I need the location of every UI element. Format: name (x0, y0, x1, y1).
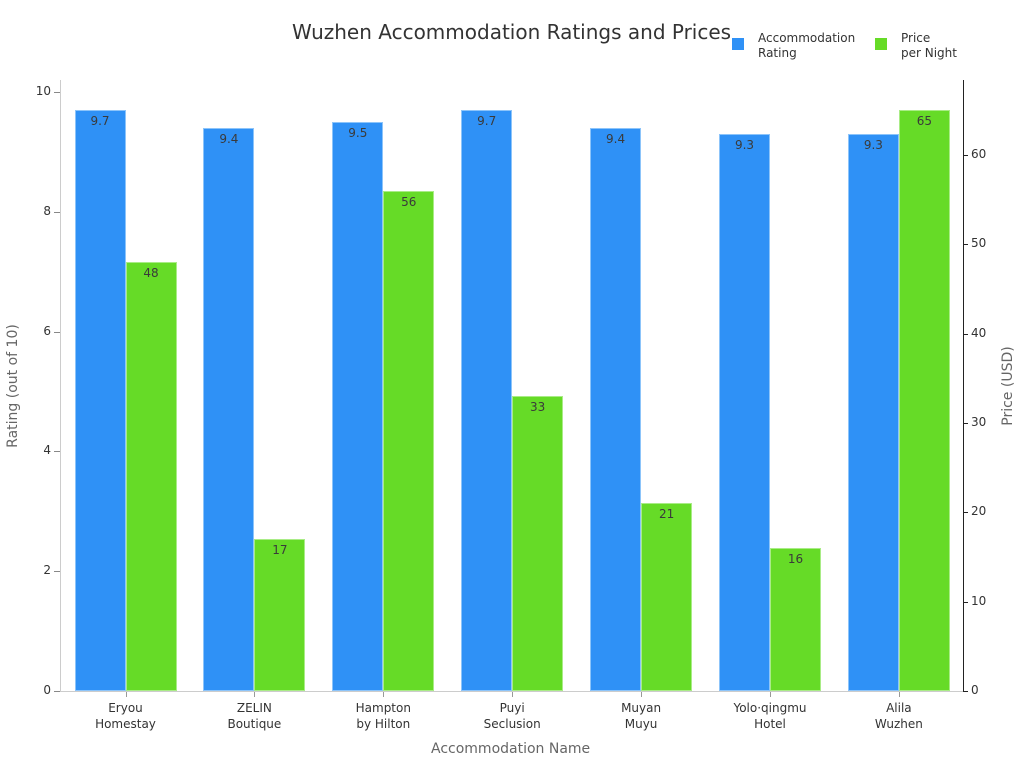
right-y-tick-label: 40 (971, 325, 987, 340)
rating-bar-value: 9.5 (348, 125, 368, 140)
x-tick (125, 692, 127, 697)
price-bar-value: 21 (658, 507, 675, 522)
left-y-axis-line (60, 80, 61, 692)
right-y-tick-label: 30 (971, 415, 987, 430)
right-y-tick (963, 333, 968, 335)
left-y-tick-label: 8 (43, 203, 51, 218)
right-y-axis-title: Price (USD) (1000, 346, 1016, 426)
rating-bar-value: 9.7 (477, 113, 497, 128)
rating-bar-value: 9.4 (219, 131, 239, 146)
rating-bar-value: 9.3 (734, 137, 755, 152)
right-y-tick-label: 10 (971, 593, 987, 608)
x-axis-line (60, 691, 964, 692)
left-y-axis-title: Rating (out of 10) (5, 324, 21, 448)
left-y-tick-label: 10 (35, 83, 51, 98)
right-y-tick-label: 50 (971, 236, 987, 251)
rating-bar-value: 9.3 (863, 137, 883, 152)
right-y-tick (963, 512, 968, 514)
left-y-tick-label: 6 (43, 323, 51, 338)
rating-bar[interactable] (719, 133, 770, 691)
left-y-tick-label: 0 (43, 683, 51, 697)
legend-label-rating: Accommodation Rating (758, 31, 856, 60)
left-y-tick-label: 4 (43, 443, 51, 458)
price-bar[interactable] (512, 396, 564, 691)
x-tick-label: Puyi Seclusion (483, 701, 541, 731)
rating-bar[interactable] (332, 121, 384, 691)
x-axis-title: Accommodation Name (431, 741, 591, 757)
rating-bar[interactable] (847, 133, 899, 691)
rating-bar[interactable] (461, 109, 513, 691)
x-tick (770, 692, 771, 697)
price-bar[interactable] (383, 190, 435, 691)
rating-bar-value: 9.4 (606, 131, 626, 146)
rating-bar[interactable] (590, 127, 642, 691)
price-bar[interactable] (898, 110, 950, 691)
right-y-tick (963, 244, 968, 246)
x-tick-label: ZELIN Boutique (227, 701, 282, 731)
left-y-tick (54, 691, 60, 692)
x-tick (641, 692, 643, 697)
x-tick-label: Alila Wuzhen (874, 701, 923, 731)
x-tick (383, 692, 385, 697)
chart-title: Wuzhen Accommodation Ratings and Prices (292, 20, 732, 44)
legend-swatch-rating (732, 38, 744, 50)
price-bar-value: 48 (143, 266, 159, 281)
rating-bar-value: 9.7 (90, 113, 110, 128)
right-y-tick-label: 20 (971, 504, 987, 519)
left-y-tick (54, 331, 60, 333)
right-y-tick (963, 691, 968, 692)
right-y-tick (963, 155, 968, 157)
legend-label-price: Price per Night (901, 31, 957, 60)
right-y-tick-label: 60 (971, 147, 987, 162)
price-bar-value: 65 (916, 114, 933, 129)
left-y-tick (54, 571, 60, 573)
right-y-tick (963, 601, 968, 603)
price-bar[interactable] (125, 262, 177, 691)
left-y-tick (54, 91, 60, 93)
price-bar-value: 56 (401, 194, 417, 209)
x-tick (512, 692, 514, 697)
price-bar[interactable] (254, 539, 306, 691)
rating-bar[interactable] (74, 109, 126, 691)
right-y-axis-line (963, 80, 964, 692)
rating-bar[interactable] (203, 127, 255, 691)
price-bar-value: 17 (272, 543, 288, 558)
price-bar-value: 33 (530, 400, 546, 415)
left-y-tick (54, 451, 60, 453)
price-bar[interactable] (770, 548, 821, 691)
x-tick-label: Eryou Homestay (95, 701, 156, 731)
x-tick-label: Hampton by Hilton (355, 701, 411, 731)
price-bar-value: 16 (787, 552, 804, 567)
x-tick (898, 692, 900, 697)
right-y-tick (963, 423, 968, 425)
x-tick (254, 692, 256, 697)
x-tick-label: Yolo·qingmu Hotel (733, 701, 807, 731)
left-y-tick (54, 211, 60, 213)
x-tick-label: Muyan Muyu (621, 701, 662, 731)
legend-swatch-price (875, 38, 887, 50)
left-y-tick-label: 2 (43, 563, 51, 578)
price-bar[interactable] (641, 503, 693, 691)
right-y-tick-label: 0 (971, 683, 979, 697)
